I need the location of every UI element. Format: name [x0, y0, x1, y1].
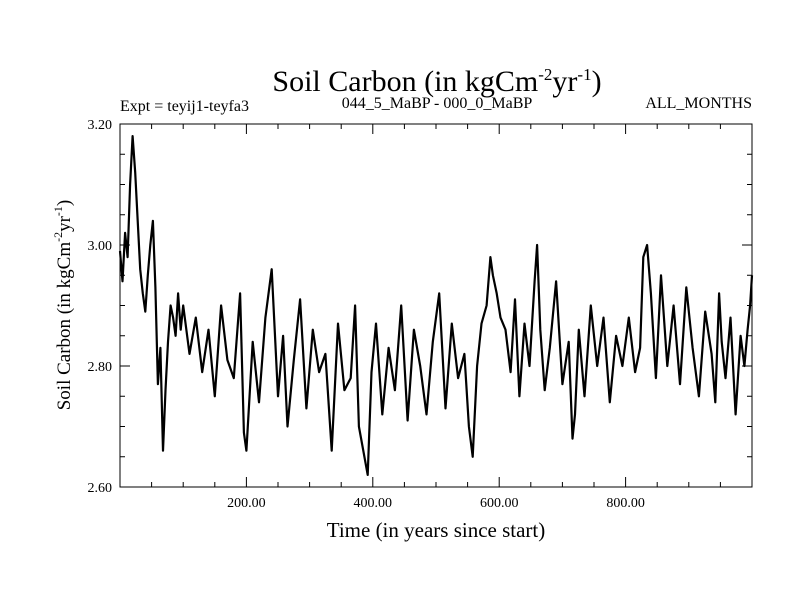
- soil-carbon-line: [118, 135, 754, 476]
- y-tick-label: 3.00: [88, 239, 113, 254]
- x-axis: 200.00 400.00 600.00 800.00: [151, 124, 721, 511]
- y-tick-label: 2.80: [88, 360, 113, 375]
- chart-title: Soil Carbon (in kgCm-2yr-1): [272, 65, 601, 98]
- y-tick-label: 3.20: [88, 118, 113, 133]
- plot-frame: [119, 123, 753, 488]
- experiment-label: Expt = teyij1-teyfa3: [120, 98, 249, 115]
- x-axis-label: Time (in years since start): [327, 518, 546, 542]
- months-label: ALL_MONTHS: [645, 95, 752, 112]
- x-tick-label: 800.00: [606, 496, 645, 511]
- x-tick-label: 600.00: [480, 496, 519, 511]
- period-label: 044_5_MaBP - 000_0_MaBP: [342, 95, 533, 112]
- x-tick-label: 400.00: [354, 496, 393, 511]
- y-tick-label: 2.60: [88, 481, 113, 496]
- y-axis-label: Soil Carbon (in kgCm-2yr-1): [51, 200, 75, 411]
- x-tick-label: 200.00: [227, 496, 266, 511]
- y-axis: 2.60 2.80 3.00 3.20: [88, 118, 752, 496]
